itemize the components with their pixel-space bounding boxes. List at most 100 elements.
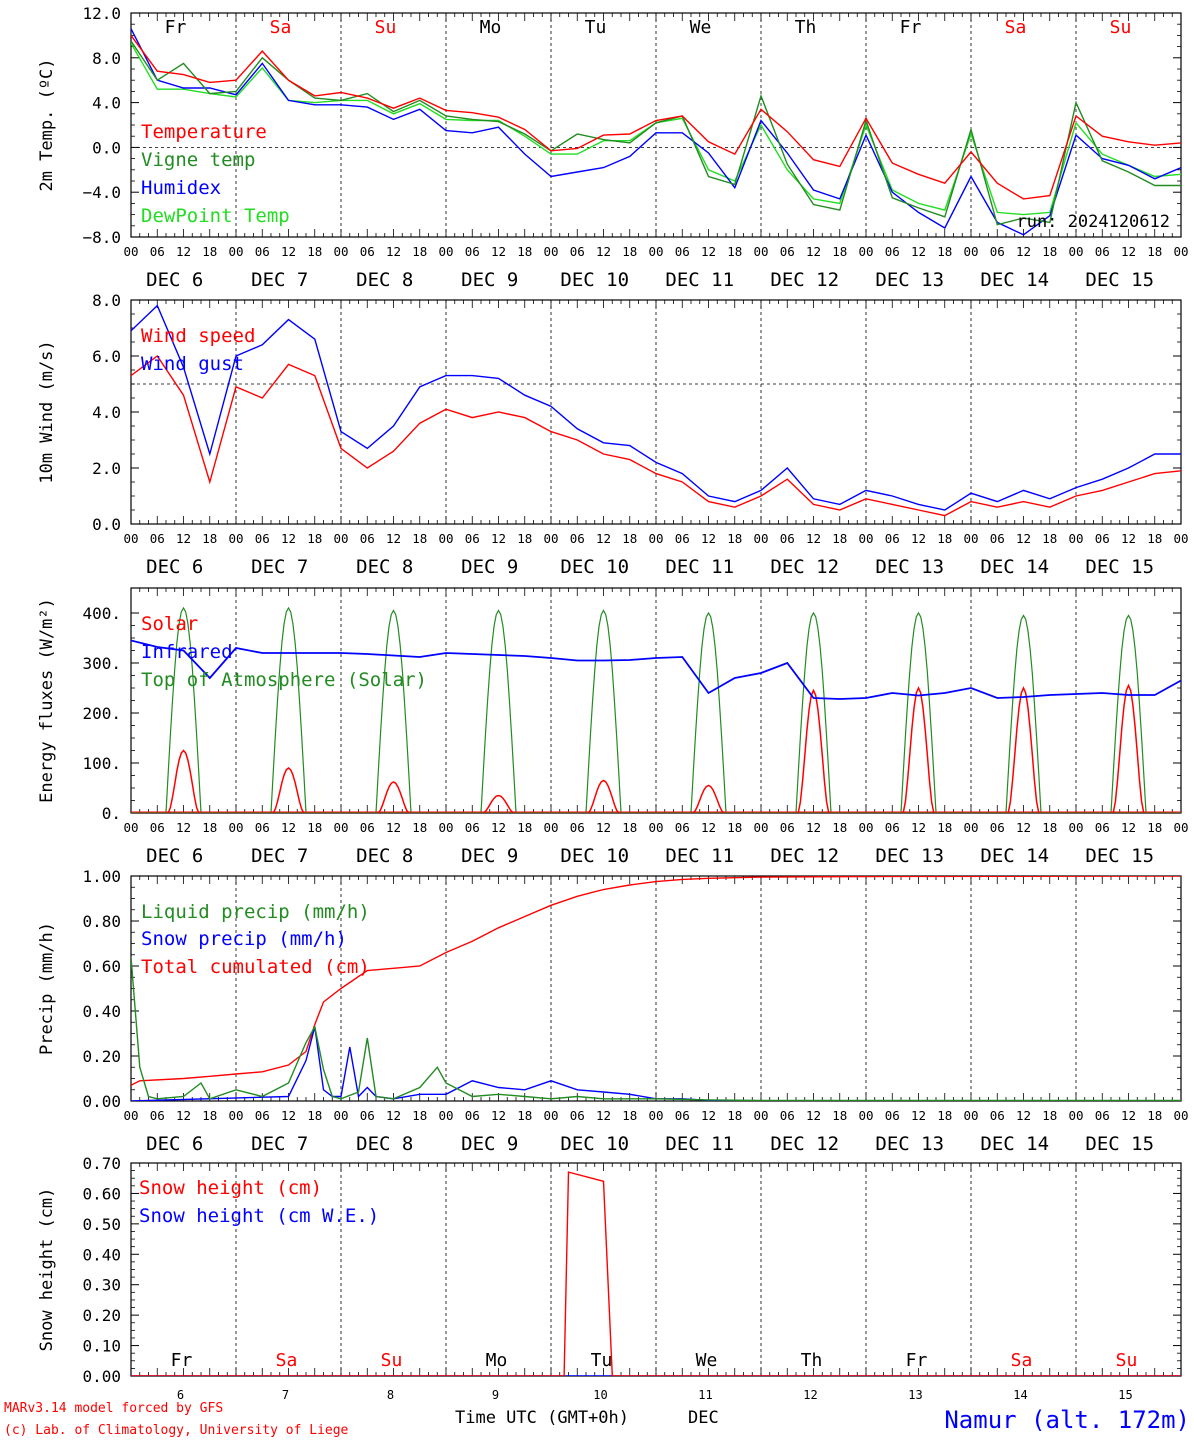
lab-credit: (c) Lab. of Climatology, University of L… bbox=[4, 1423, 349, 1438]
hour-tick-label: 00 bbox=[333, 531, 348, 546]
y-tick-label: 0.0 bbox=[92, 515, 121, 534]
y-tick-label: 4.0 bbox=[92, 403, 121, 422]
hour-tick-label: 00 bbox=[753, 531, 768, 546]
hour-tick-label: 06 bbox=[780, 1108, 795, 1123]
solar-curve bbox=[482, 794, 515, 813]
date-label: DEC 12 bbox=[770, 845, 839, 867]
hour-tick-label: 00 bbox=[438, 531, 453, 546]
weekday-label: Su bbox=[1110, 17, 1132, 38]
hour-tick-label: 12 bbox=[911, 820, 926, 835]
hour-tick-label: 18 bbox=[412, 1108, 427, 1123]
hour-tick-label: 12 bbox=[386, 820, 401, 835]
date-label: DEC 11 bbox=[665, 269, 734, 291]
weekday-label: Fr bbox=[906, 1350, 928, 1371]
solar-curve bbox=[272, 767, 305, 813]
hour-tick-label: 12 bbox=[176, 1108, 191, 1123]
hour-tick-label: 00 bbox=[963, 1108, 978, 1123]
hour-tick-label: 18 bbox=[412, 531, 427, 546]
hour-tick-label: 06 bbox=[885, 244, 900, 259]
hour-tick-label: 06 bbox=[675, 244, 690, 259]
hour-tick-label: 12 bbox=[1016, 531, 1031, 546]
hour-tick-label: 06 bbox=[360, 244, 375, 259]
hour-tick-label: 06 bbox=[1095, 531, 1110, 546]
hour-tick-label: 06 bbox=[255, 531, 270, 546]
toa-curve bbox=[1005, 614, 1042, 813]
hour-tick-label: 06 bbox=[570, 244, 585, 259]
y-tick-label: 100. bbox=[82, 754, 121, 773]
hour-tick-label: 12 bbox=[386, 244, 401, 259]
hour-tick-label: 06 bbox=[570, 820, 585, 835]
hour-tick-label: 18 bbox=[622, 244, 637, 259]
legend-entry: DewPoint Temp bbox=[141, 205, 290, 227]
hour-tick-label: 06 bbox=[990, 820, 1005, 835]
hour-tick-label: 18 bbox=[412, 820, 427, 835]
hour-tick-label: 00 bbox=[438, 820, 453, 835]
date-label: DEC 15 bbox=[1085, 845, 1154, 867]
hour-tick-label: 18 bbox=[1042, 531, 1057, 546]
series-wind-speed bbox=[131, 354, 1181, 517]
hour-tick-label: 18 bbox=[517, 1108, 532, 1123]
hour-tick-label: 06 bbox=[885, 820, 900, 835]
hour-tick-label: 00 bbox=[858, 820, 873, 835]
solar-curve bbox=[587, 779, 620, 813]
hour-tick-label: 00 bbox=[1173, 531, 1188, 546]
plot-frame bbox=[130, 587, 1182, 814]
hour-tick-label: 00 bbox=[333, 1108, 348, 1123]
y-tick-label: 6.0 bbox=[92, 347, 121, 366]
hour-tick-label: 18 bbox=[727, 1108, 742, 1123]
y-tick-label: 200. bbox=[82, 704, 121, 723]
panel-1: 12.0 8.0 4.0 0.0 −4.0 −8.0 2m Temp. (ºC) Temper… bbox=[37, 4, 1189, 291]
hour-tick-label: 06 bbox=[150, 820, 165, 835]
hour-tick-label: 18 bbox=[1042, 1108, 1057, 1123]
date-label: DEC 13 bbox=[875, 556, 944, 578]
weekday-label: Sa bbox=[276, 1350, 298, 1371]
hour-tick-label: 06 bbox=[675, 820, 690, 835]
hour-tick-label: 12 bbox=[1121, 820, 1136, 835]
panel-5: 0.70 0.60 0.50 0.40 0.30 0.20 0.10 0.00 Snow hei… bbox=[37, 1154, 1182, 1402]
hour-tick-label: 12 bbox=[806, 1108, 821, 1123]
day-number-label: 13 bbox=[908, 1388, 922, 1402]
hour-tick-label: 06 bbox=[360, 531, 375, 546]
meteogram-panels: 12.0 8.0 4.0 0.0 −4.0 −8.0 2m Temp. (ºC) Temper… bbox=[37, 4, 1189, 1402]
date-label: DEC 12 bbox=[770, 556, 839, 578]
y-tick-label: −4.0 bbox=[82, 183, 121, 202]
hour-tick-label: 12 bbox=[491, 820, 506, 835]
hour-tick-label: 06 bbox=[570, 1108, 585, 1123]
toa-curve bbox=[1110, 614, 1147, 813]
day-number-label: 9 bbox=[492, 1388, 499, 1402]
hour-tick-label: 06 bbox=[990, 244, 1005, 259]
series-liquid-precip-mm-h bbox=[131, 956, 1181, 1101]
date-label: DEC 13 bbox=[875, 1133, 944, 1155]
hour-tick-label: 12 bbox=[281, 531, 296, 546]
day-number-label: 11 bbox=[698, 1388, 712, 1402]
hour-tick-label: 00 bbox=[123, 820, 138, 835]
weekday-label: Sa bbox=[270, 17, 292, 38]
y-tick-label: 0.20 bbox=[82, 1306, 121, 1325]
legend-entry: Solar bbox=[141, 613, 198, 635]
hour-tick-label: 12 bbox=[701, 820, 716, 835]
legend-entry: Humidex bbox=[141, 177, 221, 199]
hour-tick-label: 18 bbox=[307, 820, 322, 835]
hour-tick-label: 18 bbox=[307, 1108, 322, 1123]
legend-entry: Infrared bbox=[141, 641, 233, 663]
hour-tick-label: 06 bbox=[255, 244, 270, 259]
date-label: DEC 13 bbox=[875, 269, 944, 291]
y-tick-label: 2.0 bbox=[92, 459, 121, 478]
toa-curve bbox=[690, 611, 727, 813]
hour-tick-label: 12 bbox=[176, 531, 191, 546]
hour-tick-label: 00 bbox=[753, 820, 768, 835]
y-tick-label: 8.0 bbox=[92, 49, 121, 68]
day-number-label: 6 bbox=[177, 1388, 184, 1402]
hour-tick-label: 18 bbox=[727, 820, 742, 835]
legend-entry: Wind speed bbox=[141, 325, 255, 347]
hour-tick-label: 18 bbox=[1147, 244, 1162, 259]
hour-tick-label: 18 bbox=[832, 531, 847, 546]
hour-tick-label: 12 bbox=[281, 820, 296, 835]
y-tick-label: 0.40 bbox=[82, 1245, 121, 1264]
y-tick-label: 0.70 bbox=[82, 1154, 121, 1173]
weekday-label: Su bbox=[1116, 1350, 1138, 1371]
hour-tick-label: 12 bbox=[176, 244, 191, 259]
hour-tick-label: 00 bbox=[963, 531, 978, 546]
date-label: DEC 8 bbox=[356, 1133, 413, 1155]
hour-tick-label: 18 bbox=[937, 1108, 952, 1123]
